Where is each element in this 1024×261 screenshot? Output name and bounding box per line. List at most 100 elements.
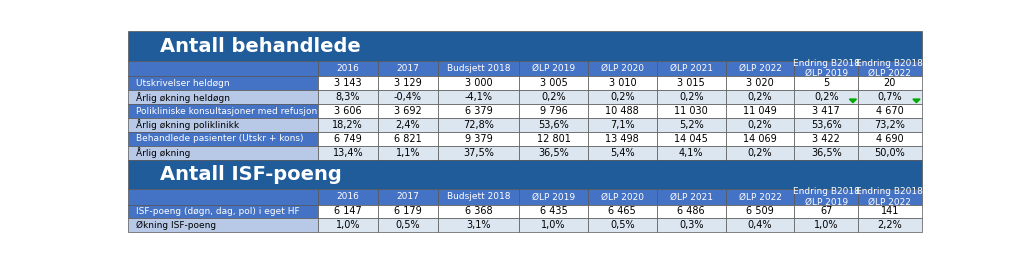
Bar	[656, 205, 726, 218]
Text: 5,2%: 5,2%	[679, 120, 703, 130]
Text: Endring B2018
ØLP 2022: Endring B2018 ØLP 2022	[856, 59, 924, 78]
Bar	[519, 76, 588, 90]
Text: ISF-poeng (døgn, dag, pol) i eget HF: ISF-poeng (døgn, dag, pol) i eget HF	[135, 207, 299, 216]
Text: 3,1%: 3,1%	[466, 220, 490, 230]
Bar	[519, 218, 588, 232]
Text: Årlig økning poliklinikk: Årlig økning poliklinikk	[135, 120, 239, 130]
Text: 53,6%: 53,6%	[539, 120, 569, 130]
Bar	[128, 189, 317, 205]
Text: 3 005: 3 005	[540, 78, 567, 88]
Text: Årlig økning heldøgn: Årlig økning heldøgn	[135, 92, 229, 103]
Bar	[378, 104, 438, 118]
Text: 72,8%: 72,8%	[463, 120, 494, 130]
Text: 2017: 2017	[396, 64, 419, 73]
Bar	[726, 104, 795, 118]
Text: 2,2%: 2,2%	[878, 220, 902, 230]
Bar	[795, 118, 858, 132]
Bar	[438, 76, 519, 90]
Text: Endring B2018
ØLP 2019: Endring B2018 ØLP 2019	[793, 59, 860, 78]
Text: 3 000: 3 000	[465, 78, 493, 88]
Text: 73,2%: 73,2%	[874, 120, 905, 130]
Bar	[656, 132, 726, 146]
Text: 18,2%: 18,2%	[333, 120, 364, 130]
Bar	[656, 146, 726, 159]
Bar	[519, 205, 588, 218]
Text: 6 821: 6 821	[394, 134, 422, 144]
Polygon shape	[912, 99, 920, 103]
Text: ØLP 2020: ØLP 2020	[601, 192, 644, 201]
Bar	[656, 90, 726, 104]
Bar	[858, 132, 922, 146]
Bar	[588, 189, 656, 205]
Bar	[858, 218, 922, 232]
Text: 11 049: 11 049	[743, 106, 777, 116]
Bar	[438, 218, 519, 232]
Text: ØLP 2019: ØLP 2019	[531, 192, 575, 201]
Bar	[726, 61, 795, 76]
Bar	[438, 61, 519, 76]
Bar	[795, 61, 858, 76]
Text: 5: 5	[823, 78, 829, 88]
Text: ØLP 2019: ØLP 2019	[531, 64, 575, 73]
Text: 4 690: 4 690	[876, 134, 903, 144]
Bar	[588, 218, 656, 232]
Text: Budsjett 2018: Budsjett 2018	[446, 192, 510, 201]
Bar	[858, 90, 922, 104]
Bar	[858, 76, 922, 90]
Text: 0,2%: 0,2%	[748, 148, 772, 158]
Text: 6 379: 6 379	[465, 106, 493, 116]
Text: 1,0%: 1,0%	[542, 220, 565, 230]
Text: Årlig økning: Årlig økning	[135, 147, 190, 158]
Bar	[438, 104, 519, 118]
Text: 1,1%: 1,1%	[395, 148, 420, 158]
Text: 3 417: 3 417	[812, 106, 840, 116]
Text: 4 670: 4 670	[876, 106, 904, 116]
Bar	[588, 146, 656, 159]
Bar	[726, 146, 795, 159]
Text: 14 045: 14 045	[674, 134, 709, 144]
Bar	[726, 118, 795, 132]
Text: 0,2%: 0,2%	[748, 120, 772, 130]
Bar	[317, 146, 378, 159]
Text: 0,2%: 0,2%	[679, 92, 703, 102]
Text: 0,5%: 0,5%	[395, 220, 420, 230]
Text: 13 498: 13 498	[605, 134, 639, 144]
Text: 3 606: 3 606	[334, 106, 361, 116]
Bar	[519, 90, 588, 104]
Text: 6 465: 6 465	[608, 206, 636, 216]
Bar	[519, 61, 588, 76]
Bar	[317, 90, 378, 104]
Bar	[858, 189, 922, 205]
Text: 2016: 2016	[336, 192, 359, 201]
Text: 0,2%: 0,2%	[748, 92, 772, 102]
Bar	[128, 118, 317, 132]
Text: 0,2%: 0,2%	[610, 92, 635, 102]
Bar	[726, 132, 795, 146]
Text: 6 368: 6 368	[465, 206, 493, 216]
Text: 8,3%: 8,3%	[336, 92, 360, 102]
Bar	[317, 189, 378, 205]
Bar	[128, 104, 317, 118]
Bar	[656, 61, 726, 76]
Bar	[438, 189, 519, 205]
Bar	[858, 118, 922, 132]
Bar	[128, 146, 317, 159]
Text: 20: 20	[884, 78, 896, 88]
Bar	[795, 132, 858, 146]
Text: 5,4%: 5,4%	[610, 148, 635, 158]
Bar	[795, 218, 858, 232]
Bar	[588, 76, 656, 90]
Bar	[317, 76, 378, 90]
Bar	[378, 189, 438, 205]
Text: 0,2%: 0,2%	[814, 92, 839, 102]
Bar	[378, 61, 438, 76]
Text: Endring B2018
ØLP 2019: Endring B2018 ØLP 2019	[793, 187, 860, 206]
Bar	[438, 132, 519, 146]
Bar	[438, 146, 519, 159]
Bar	[795, 146, 858, 159]
Bar	[795, 90, 858, 104]
Text: 3 010: 3 010	[608, 78, 636, 88]
Bar	[858, 104, 922, 118]
Bar	[378, 205, 438, 218]
Text: 0,7%: 0,7%	[878, 92, 902, 102]
